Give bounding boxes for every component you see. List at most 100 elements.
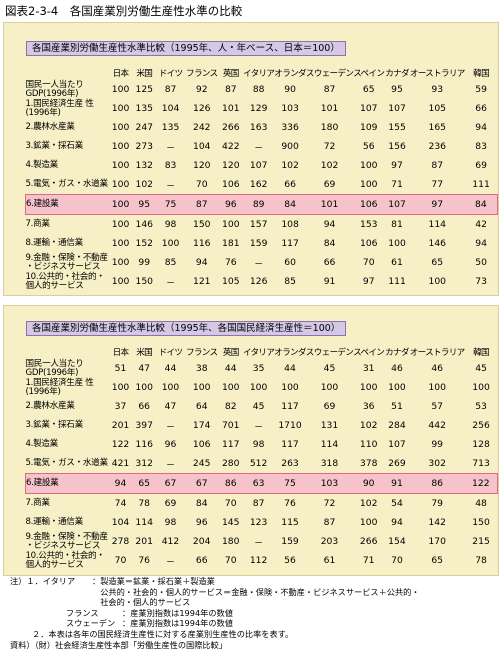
table-cell: 46 [391, 363, 403, 374]
table-cell: 150 [472, 517, 490, 528]
table-cell: 117 [221, 439, 240, 450]
table-cell: 88 [252, 84, 265, 95]
table-cell: 65 [431, 257, 444, 268]
note-italy-line3: 社会的・個人的サービス [92, 597, 191, 608]
table-cell: 104 [111, 517, 130, 528]
table-cell: 77 [431, 179, 444, 190]
table-cell: 79 [431, 498, 444, 509]
table-cell: 181 [222, 238, 240, 249]
panel-labor-productivity-per-person: 各国産業別労働生産性水準比較（1995年、人・年ベース、日本＝100） 日本 米国… [3, 22, 499, 296]
table-cell: 153 [359, 219, 378, 230]
table-cell: 107 [388, 103, 406, 114]
table-cell: 81 [391, 219, 403, 230]
table-cell: 107 [359, 103, 378, 114]
table-cell: 95 [132, 194, 157, 215]
table-cell: 129 [249, 103, 268, 114]
table-cell: 45 [475, 363, 487, 374]
table-cell: － [254, 537, 264, 549]
table-cell: 713 [472, 458, 490, 469]
table-cell: 70 [224, 498, 237, 509]
row-label: 4.製造業 [25, 439, 59, 449]
table-cell: 67 [156, 473, 185, 494]
table-cell: 116 [135, 439, 153, 450]
table-cell: 69 [323, 401, 336, 412]
table-cell: 109 [359, 122, 378, 133]
table-cell: 35 [252, 363, 265, 374]
note-italy-cont: 公共的・社会的・個人的サービス＝金融・保険・不動産・ビジネスサービス＋公共的・ [10, 587, 498, 598]
table-cell: 180 [221, 536, 240, 547]
table-cell: 93 [431, 84, 444, 95]
table-cell: 50 [475, 257, 487, 268]
table-cell: 65 [132, 473, 157, 494]
table-cell: 116 [192, 238, 211, 249]
corner-cell [26, 65, 109, 80]
table-cell: 106 [192, 439, 211, 450]
note-italy-line1: ：製造業＝鉱業・採石業＋製造業 [92, 576, 215, 586]
table-cell: 66 [475, 103, 487, 114]
table-cell: 85 [284, 276, 296, 287]
table-cell: 120 [192, 160, 211, 171]
table-cell: 378 [359, 458, 378, 469]
table-cell: 100 [221, 382, 240, 393]
table-cell: 336 [281, 122, 299, 133]
table-cell: 44 [284, 363, 296, 374]
table-cell: 36 [362, 401, 375, 412]
table1-productivity-japan-100: 日本 米国 ドイツ フランス 英国 イタリア オランダ スウェーデン スペイン カナダ オーストラリ… [24, 65, 498, 291]
table-cell: 114 [428, 219, 447, 230]
table-cell: 44 [164, 363, 177, 374]
table-cell: 100 [135, 382, 153, 393]
table-cell: － [165, 180, 176, 192]
row-label: 2.農林水産業 [25, 401, 75, 411]
table-cell: 126 [249, 276, 268, 287]
table-cell: 102 [281, 160, 299, 171]
table-cell: 100 [281, 382, 299, 393]
table-cell: 103 [281, 103, 299, 114]
row-label: 6.建設業 [24, 473, 109, 494]
table-cell: 65 [431, 555, 444, 566]
table-cell: 132 [135, 160, 154, 171]
table-cell: 100 [161, 238, 180, 249]
column-header-country: 英国 [222, 347, 239, 358]
row-label: 国民一人当たり GDP(1996年) [25, 358, 84, 378]
table-cell: 117 [281, 401, 299, 412]
table-cell: 94 [195, 257, 208, 268]
table-cell: 67 [184, 473, 219, 494]
table-row: 6.建設業 94 65 67 67 86 63 75 103 90 91 86 122 [24, 473, 498, 494]
column-header-country: イタリア [243, 68, 275, 79]
table-cell: 266 [222, 122, 240, 133]
note-italy-line2: 公共的・社会的・個人的サービス＝金融・保険・不動産・ビジネスサービス＋公共的・ [92, 586, 420, 597]
table-cell: 126 [192, 103, 211, 114]
table-cell: 66 [323, 257, 336, 268]
table-cell: 70 [195, 179, 208, 190]
table-cell: 84 [195, 498, 208, 509]
table-cell: 112 [249, 555, 268, 566]
table-cell: － [165, 556, 176, 568]
table-cell: － [254, 421, 264, 433]
table-cell: 150 [192, 219, 211, 230]
table-cell: 54 [391, 498, 403, 509]
note-france: フランス ：産業別指数は1994年の数値 [10, 608, 498, 619]
table-cell: 83 [164, 160, 177, 171]
table-cell: 66 [195, 555, 208, 566]
table-row: 1.国民経済生産 性(1996年) 100 100 100 100 100 100 100 10… [26, 378, 498, 397]
table-cell: 266 [359, 536, 378, 547]
table-cell: 97 [362, 276, 375, 287]
column-header-country: 韓国 [473, 68, 489, 79]
note-2: ２．本表は各年の国民経済生産性に対する産業別生産性の比率を表す。 [32, 628, 294, 639]
table-cell: 101 [305, 194, 354, 215]
table-cell: 102 [359, 420, 378, 431]
table-cell: 70 [224, 555, 237, 566]
column-header-country: 韓国 [473, 347, 489, 358]
table-cell: 100 [359, 517, 378, 528]
note-spacer [10, 587, 92, 598]
table-cell: 61 [391, 257, 403, 268]
table-cell: 163 [249, 122, 268, 133]
table-cell: － [165, 459, 176, 471]
table-cell: 100 [111, 160, 130, 171]
table-row: 10.公共的・社会的・ 個人的サービス 70 76 － 66 70 112 56 61 71 70 6… [26, 551, 498, 570]
table-cell: 73 [475, 276, 487, 287]
table-row: 9.金融・保険・不動産 ・ビジネスサービス 100 99 85 94 76 － 60 66 70 6… [26, 253, 498, 272]
column-header-country: 日本 [112, 68, 129, 79]
table-cell: 87 [323, 517, 336, 528]
table-cell: 51 [391, 401, 403, 412]
